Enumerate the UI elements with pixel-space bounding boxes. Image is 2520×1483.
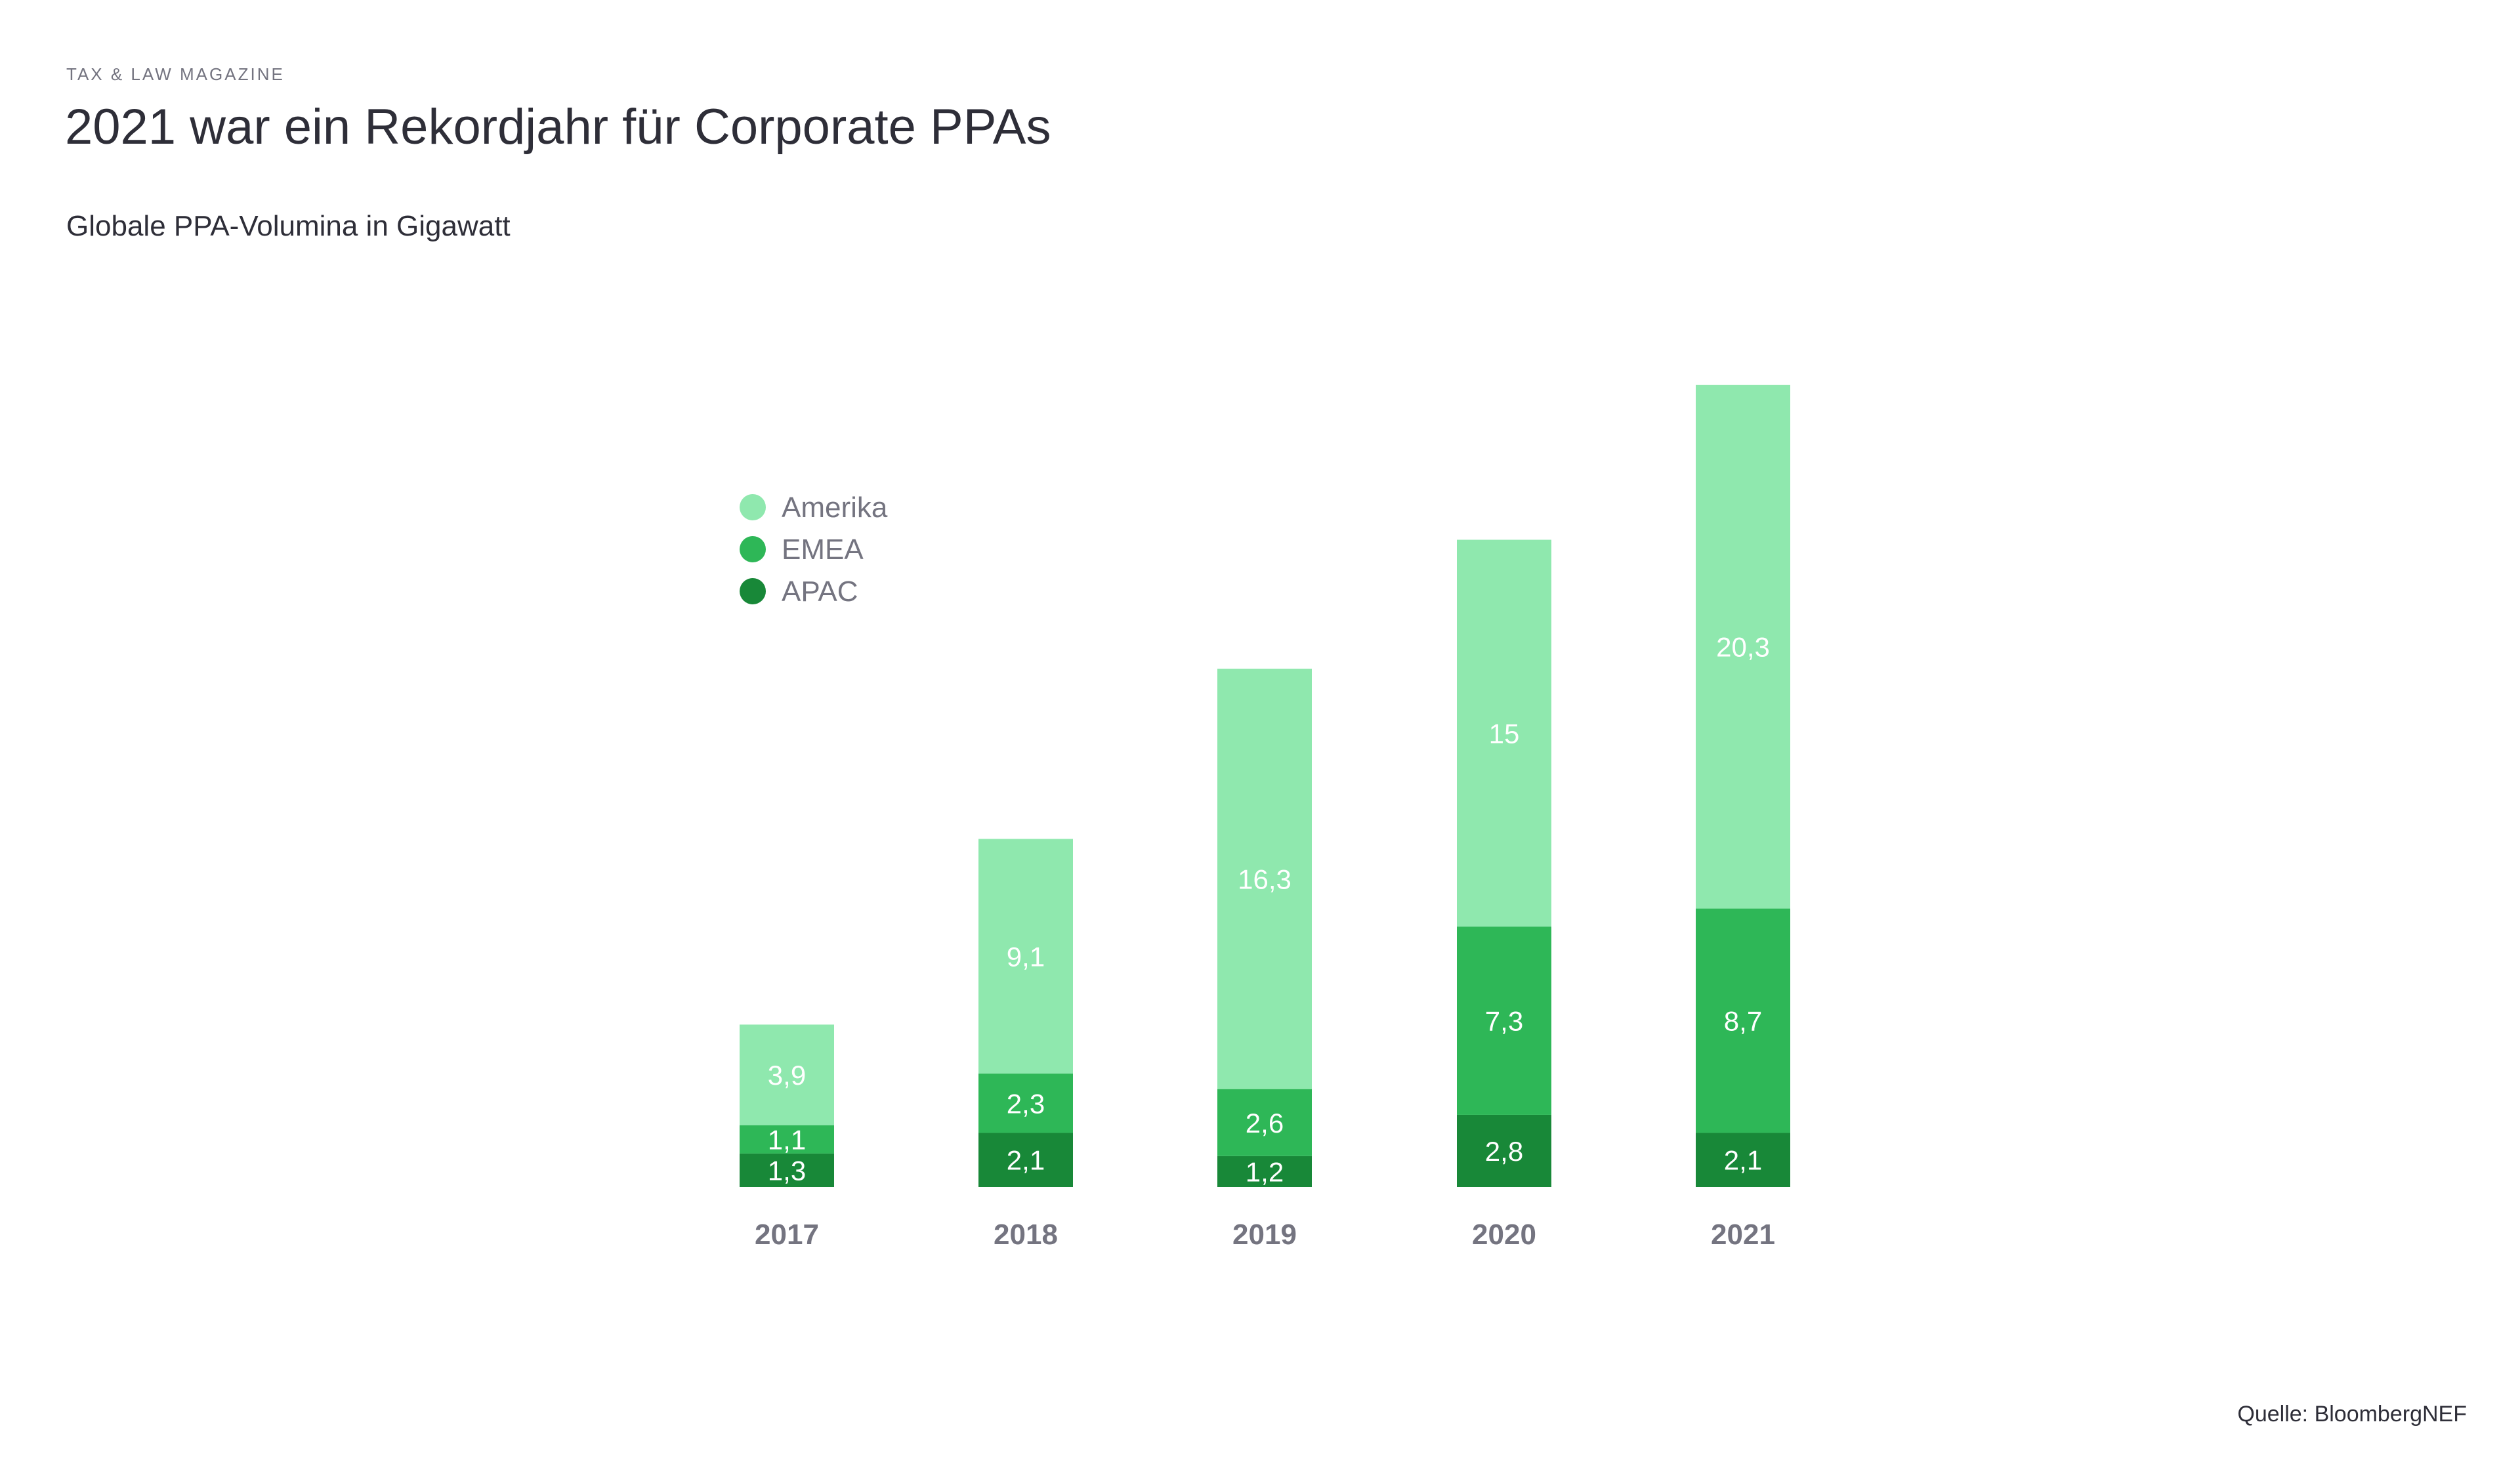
bar-emea-2019 [1217, 1089, 1312, 1156]
x-tick-label: 2019 [1232, 1219, 1297, 1251]
bar-emea-2020 [1457, 927, 1551, 1115]
legend-label-apac: APAC [782, 575, 858, 608]
x-tick-label: 2017 [755, 1219, 819, 1251]
data-label-apac-2020: 2,8 [1485, 1136, 1523, 1167]
legend-swatch-emea [740, 536, 766, 562]
data-label-amerika-2019: 16,3 [1238, 864, 1292, 894]
data-label-emea-2020: 7,3 [1485, 1006, 1523, 1037]
bar-amerika-2017 [740, 1024, 834, 1125]
data-label-emea-2018: 2,3 [1007, 1088, 1045, 1119]
bar-emea-2017 [740, 1125, 834, 1154]
data-label-amerika-2018: 9,1 [1007, 941, 1045, 972]
data-label-amerika-2017: 3,9 [768, 1060, 806, 1091]
chart-title: 2021 war ein Rekordjahr für Corporate PP… [65, 99, 1051, 155]
bar-apac-2018 [978, 1133, 1073, 1187]
data-label-apac-2018: 2,1 [1007, 1145, 1045, 1176]
legend-label-emea: EMEA [782, 533, 864, 566]
supertitle: TAX & LAW MAGAZINE [66, 64, 285, 84]
legend-swatch-apac [740, 578, 766, 604]
chart-subtitle: Globale PPA-Volumina in Gigawatt [66, 210, 511, 242]
data-label-apac-2021: 2,1 [1724, 1145, 1762, 1176]
bar-apac-2017 [740, 1153, 834, 1187]
data-label-emea-2019: 2,6 [1246, 1108, 1284, 1138]
x-tick-label: 2020 [1472, 1219, 1536, 1251]
bar-apac-2020 [1457, 1114, 1551, 1187]
data-label-amerika-2021: 20,3 [1716, 632, 1770, 663]
legend-label-amerika: Amerika [782, 491, 888, 524]
bar-amerika-2019 [1217, 669, 1312, 1089]
bar-amerika-2020 [1457, 539, 1551, 927]
x-tick-label: 2021 [1711, 1219, 1775, 1251]
source-note: Quelle: BloombergNEF [2237, 1402, 2467, 1427]
data-label-amerika-2020: 15 [1489, 718, 1520, 749]
bar-amerika-2021 [1696, 385, 1790, 909]
bar-apac-2019 [1217, 1156, 1312, 1187]
x-tick-label: 2018 [994, 1219, 1058, 1251]
bar-apac-2021 [1696, 1133, 1790, 1187]
bar-emea-2021 [1696, 908, 1790, 1133]
bar-emea-2018 [978, 1074, 1073, 1133]
bar-amerika-2018 [978, 839, 1073, 1074]
data-label-apac-2019: 1,2 [1246, 1156, 1284, 1187]
data-label-emea-2021: 8,7 [1724, 1006, 1762, 1037]
legend-swatch-amerika [740, 494, 766, 520]
data-label-apac-2017: 1,3 [768, 1155, 806, 1186]
data-label-emea-2017: 1,1 [768, 1124, 806, 1155]
